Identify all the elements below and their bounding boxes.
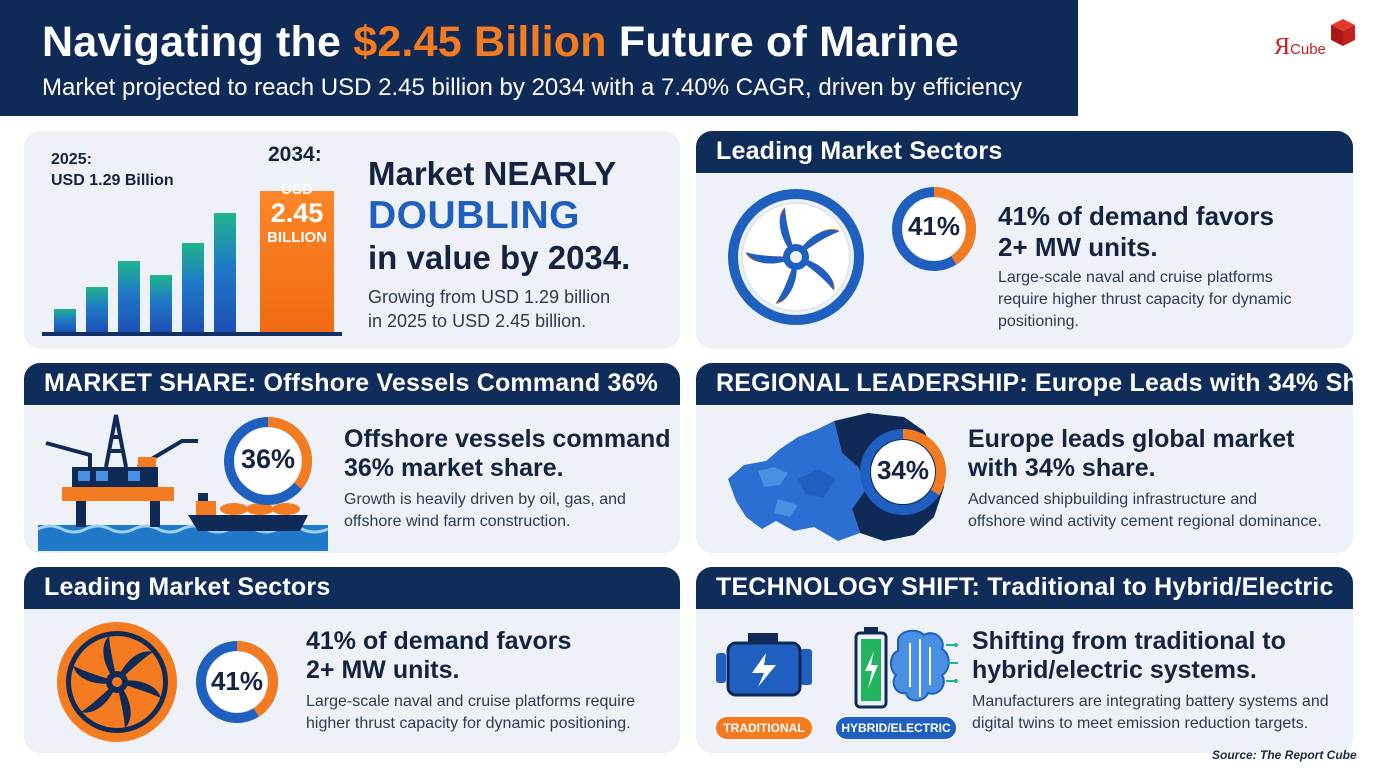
chart-baseline (42, 332, 342, 336)
sectors-top-headline: 41% of demand favors 2+ MW units. (998, 201, 1274, 263)
engine-icon (716, 633, 812, 697)
label-2025-year: 2025: (51, 151, 92, 168)
propeller-icon (57, 622, 177, 742)
cube-icon (1331, 19, 1355, 46)
donut-36 (224, 417, 312, 505)
page-title: Navigating the $2.45 Billion Future of M… (42, 18, 1078, 66)
bar-6 (214, 213, 236, 333)
sectors-bottom-card: Leading Market Sectors 41% 41% of demand… (24, 567, 680, 753)
hybrid-electric-label: HYBRID/ELECTRIC (836, 717, 956, 739)
headline-line: hybrid/electric systems. (972, 656, 1257, 684)
logo-text: ЯCube (1274, 34, 1326, 61)
growth-body: Growing from USD 1.29 billion in 2025 to… (368, 285, 610, 333)
label-2034-year: 2034: (268, 143, 322, 166)
body-line: offshore wind activity cement regional d… (968, 513, 1322, 530)
bar-2 (86, 287, 108, 333)
donut-34 (860, 429, 946, 515)
report-cube-logo: ЯCube (1268, 18, 1358, 64)
label-2025-value: USD 1.29 Billion (51, 172, 174, 189)
technology-body: Manufacturers are integrating battery sy… (972, 691, 1329, 735)
sectors-bottom-headline: 41% of demand favors 2+ MW units. (306, 627, 571, 685)
headline-line: 2+ MW units. (306, 656, 460, 684)
market-share-headline: Offshore vessels command 36% market shar… (344, 425, 671, 483)
logo-word: Cube (1290, 41, 1326, 58)
logo-letter: Я (1274, 34, 1291, 60)
growth-headline: Market NEARLY DOUBLING in value by 2034. (368, 153, 630, 279)
body-line: Large-scale naval and cruise platforms (998, 269, 1273, 286)
donut-41-bottom (196, 641, 278, 723)
bar-2034-line: 2.45 (270, 198, 324, 228)
headline-line: Europe leads global market (968, 425, 1295, 453)
headline-line: 41% of demand favors (306, 627, 572, 655)
battery-icon (854, 627, 888, 709)
body-line: higher thrust capacity for dynamic posit… (306, 715, 631, 732)
growth-bar-chart (42, 191, 342, 336)
market-share-title: MARKET SHARE: Offshore Vessels Command 3… (24, 363, 680, 405)
sectors-bottom-body: Large-scale naval and cruise platforms r… (306, 691, 635, 735)
market-share-body: Growth is heavily driven by oil, gas, an… (344, 489, 626, 533)
source-note: Source: The Report Cube (1212, 748, 1357, 762)
donut-36-value: 36% (240, 444, 296, 474)
headline-line: Offshore vessels command (344, 425, 671, 453)
body-line: offshore wind farm construction. (344, 513, 571, 530)
donut-41-top-value: 41% (907, 211, 961, 241)
body-line: digital twins to meet emission reduction… (972, 715, 1309, 732)
body-line: require higher thrust capacity for dynam… (998, 291, 1292, 308)
technology-headline: Shifting from traditional to hybrid/elec… (972, 627, 1286, 685)
headline-line: 2+ MW units. (998, 232, 1158, 262)
technology-title: TECHNOLOGY SHIFT: Traditional to Hybrid/… (696, 567, 1353, 609)
headline-line: DOUBLING (368, 194, 580, 237)
body-line: Manufacturers are integrating battery sy… (972, 693, 1329, 710)
market-share-card: MARKET SHARE: Offshore Vessels Command 3… (24, 363, 680, 553)
bar-2034-line: USD (281, 181, 313, 198)
body-line: in 2025 to USD 2.45 billion. (368, 311, 587, 331)
oil-rig-icon (38, 414, 328, 551)
sectors-top-card: Leading Market Sectors 41% 41% of demand… (696, 131, 1353, 349)
bar-1 (54, 309, 76, 333)
traditional-label: TRADITIONAL (716, 717, 812, 739)
headline-line: Shifting from traditional to (972, 627, 1286, 655)
donut-34-value: 34% (876, 455, 930, 485)
regional-body: Advanced shipbuilding infrastructure and… (968, 489, 1322, 533)
bar-2034 (260, 191, 334, 333)
body-line: Growing from USD 1.29 billion (368, 287, 611, 307)
body-line: Large-scale naval and cruise platforms r… (306, 693, 636, 710)
bar-2034-line: BILLION (267, 229, 327, 246)
headline-line: 41% of demand favors (998, 201, 1274, 231)
propeller-icon (728, 189, 864, 325)
body-line: positioning. (998, 313, 1079, 330)
headline-line: 36% market share. (344, 454, 564, 482)
growth-card: 2025: USD 1.29 Billion 2034: USD 2.45 BI… (24, 131, 680, 349)
sectors-top-body: Large-scale naval and cruise platforms r… (998, 267, 1291, 333)
headline-line: Market NEARLY (368, 155, 617, 192)
header-banner: Navigating the $2.45 Billion Future of M… (0, 0, 1078, 116)
headline-line: in value by 2034. (368, 239, 631, 276)
regional-title: REGIONAL LEADERSHIP: Europe Leads with 3… (696, 363, 1353, 405)
body-line: Advanced shipbuilding infrastructure and (968, 491, 1258, 508)
brain-circuit-icon (890, 629, 958, 702)
bar-2034-label: USD 2.45 BILLION (260, 181, 334, 246)
donut-41-top (892, 187, 976, 271)
hybrid-icons (854, 627, 958, 709)
technology-card: TECHNOLOGY SHIFT: Traditional to Hybrid/… (696, 567, 1353, 753)
body-line: Growth is heavily driven by oil, gas, an… (344, 491, 626, 508)
title-part: Navigating the (42, 18, 354, 66)
title-part: Future of Marine (606, 18, 959, 66)
regional-card: REGIONAL LEADERSHIP: Europe Leads with 3… (696, 363, 1353, 553)
page-subtitle: Market projected to reach USD 2.45 billi… (42, 74, 1023, 101)
donut-41-bottom-value: 41% (210, 666, 264, 696)
bar-3 (118, 261, 140, 333)
bar-5 (182, 243, 204, 333)
title-accent: $2.45 Billion (353, 18, 607, 66)
bar-4 (150, 275, 172, 333)
regional-headline: Europe leads global market with 34% shar… (968, 425, 1295, 483)
sectors-top-title: Leading Market Sectors (696, 131, 1353, 173)
headline-line: with 34% share. (968, 454, 1156, 482)
sectors-bottom-title: Leading Market Sectors (24, 567, 680, 609)
